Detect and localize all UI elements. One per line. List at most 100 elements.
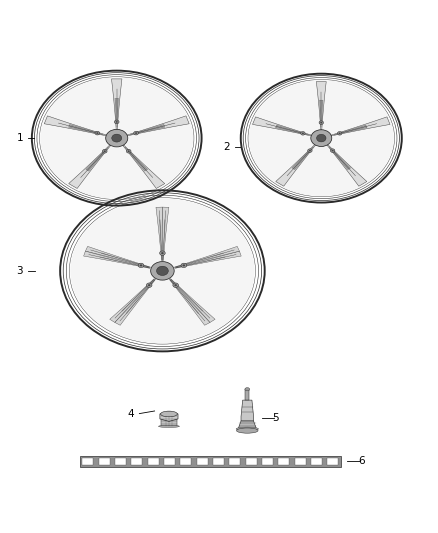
Polygon shape xyxy=(163,220,166,256)
Ellipse shape xyxy=(151,262,174,280)
Polygon shape xyxy=(174,246,240,268)
Ellipse shape xyxy=(156,266,168,276)
Bar xyxy=(148,458,159,465)
Ellipse shape xyxy=(116,121,118,123)
Polygon shape xyxy=(84,251,150,268)
Ellipse shape xyxy=(159,425,180,427)
Polygon shape xyxy=(276,144,315,186)
Bar xyxy=(229,458,240,465)
Polygon shape xyxy=(86,150,106,171)
Ellipse shape xyxy=(320,122,322,124)
Ellipse shape xyxy=(127,150,130,152)
Text: 3: 3 xyxy=(17,266,23,276)
Ellipse shape xyxy=(308,149,312,152)
Bar xyxy=(82,458,93,465)
Bar xyxy=(197,458,208,465)
Ellipse shape xyxy=(134,131,138,135)
Ellipse shape xyxy=(332,150,334,151)
Ellipse shape xyxy=(337,132,342,135)
Bar xyxy=(161,414,177,426)
Bar xyxy=(180,458,191,465)
Bar xyxy=(80,456,341,467)
Polygon shape xyxy=(238,421,256,429)
Bar xyxy=(131,458,142,465)
Ellipse shape xyxy=(183,264,185,266)
Bar xyxy=(213,458,224,465)
Ellipse shape xyxy=(95,131,100,135)
Polygon shape xyxy=(173,282,203,311)
Ellipse shape xyxy=(237,428,258,433)
Polygon shape xyxy=(160,411,178,422)
Text: 4: 4 xyxy=(127,409,134,418)
Ellipse shape xyxy=(106,130,128,147)
Bar xyxy=(262,458,273,465)
Ellipse shape xyxy=(138,263,144,268)
Ellipse shape xyxy=(146,283,152,287)
Polygon shape xyxy=(115,279,155,325)
Ellipse shape xyxy=(319,121,324,124)
Polygon shape xyxy=(180,256,226,267)
Bar xyxy=(311,458,322,465)
Polygon shape xyxy=(101,253,145,266)
Ellipse shape xyxy=(148,284,151,286)
Bar xyxy=(246,458,257,465)
Polygon shape xyxy=(276,125,305,134)
Ellipse shape xyxy=(317,134,326,142)
Polygon shape xyxy=(156,207,162,261)
Ellipse shape xyxy=(135,132,137,134)
Ellipse shape xyxy=(245,387,250,391)
Ellipse shape xyxy=(114,120,119,124)
Ellipse shape xyxy=(104,150,106,152)
Polygon shape xyxy=(123,145,165,189)
Polygon shape xyxy=(179,253,224,266)
Polygon shape xyxy=(170,279,215,322)
Ellipse shape xyxy=(249,80,394,196)
Bar xyxy=(294,458,306,465)
Polygon shape xyxy=(115,98,119,124)
Text: 5: 5 xyxy=(272,413,279,423)
Ellipse shape xyxy=(330,149,335,152)
Polygon shape xyxy=(85,246,150,268)
Ellipse shape xyxy=(126,149,131,153)
Ellipse shape xyxy=(161,252,164,254)
Polygon shape xyxy=(110,279,155,322)
Bar xyxy=(245,389,249,400)
Ellipse shape xyxy=(311,130,332,147)
Ellipse shape xyxy=(181,263,187,268)
Ellipse shape xyxy=(71,198,254,343)
Polygon shape xyxy=(172,282,199,314)
Polygon shape xyxy=(316,82,326,130)
Polygon shape xyxy=(162,207,169,261)
Ellipse shape xyxy=(300,132,305,135)
Bar xyxy=(278,458,289,465)
Polygon shape xyxy=(331,149,350,169)
Ellipse shape xyxy=(140,264,142,266)
Bar xyxy=(327,458,338,465)
Polygon shape xyxy=(170,279,210,325)
Polygon shape xyxy=(253,117,311,136)
Ellipse shape xyxy=(339,133,341,134)
Ellipse shape xyxy=(309,150,311,151)
Ellipse shape xyxy=(236,427,258,431)
Polygon shape xyxy=(68,124,99,134)
Polygon shape xyxy=(331,117,390,136)
Polygon shape xyxy=(241,400,254,421)
Polygon shape xyxy=(127,116,189,136)
Ellipse shape xyxy=(159,251,165,255)
Bar xyxy=(115,458,126,465)
Polygon shape xyxy=(44,116,106,136)
Ellipse shape xyxy=(174,284,177,286)
Polygon shape xyxy=(112,79,122,130)
Polygon shape xyxy=(175,251,241,268)
Ellipse shape xyxy=(40,77,193,199)
Ellipse shape xyxy=(173,283,178,287)
Ellipse shape xyxy=(112,134,122,142)
Polygon shape xyxy=(126,282,152,314)
Polygon shape xyxy=(127,150,148,171)
Polygon shape xyxy=(121,282,152,311)
Bar xyxy=(99,458,110,465)
Polygon shape xyxy=(69,145,111,189)
Text: 6: 6 xyxy=(358,456,365,466)
Ellipse shape xyxy=(302,133,304,134)
Text: 1: 1 xyxy=(17,133,23,143)
